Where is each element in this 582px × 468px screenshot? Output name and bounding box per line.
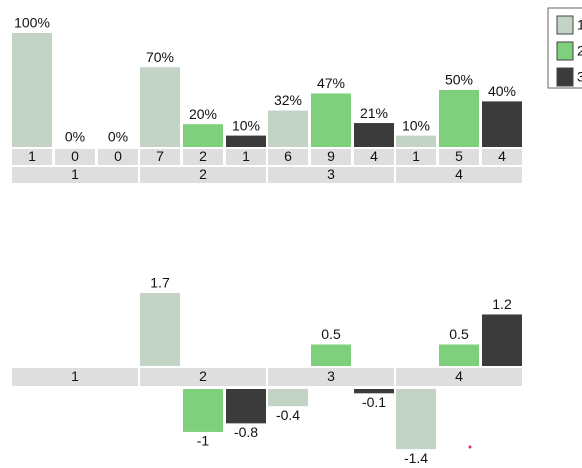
count-label: 0 — [114, 148, 122, 164]
count-label: 7 — [156, 148, 164, 164]
bar — [354, 123, 394, 147]
group-cell — [12, 167, 138, 183]
bar — [12, 33, 52, 147]
group-cell — [268, 368, 394, 386]
value-label: 0% — [108, 129, 128, 145]
value-label: -1.4 — [404, 450, 428, 466]
value-label: 1.2 — [492, 296, 512, 312]
group-cell — [268, 167, 394, 183]
group-label: 3 — [327, 166, 335, 182]
value-label: 20% — [189, 106, 217, 122]
bar — [439, 344, 479, 366]
value-label: -0.4 — [276, 407, 300, 423]
legend-swatch — [556, 41, 574, 61]
bar — [268, 110, 308, 147]
group-label: 3 — [327, 368, 335, 384]
count-label: 1 — [412, 148, 420, 164]
group-cell — [12, 368, 138, 386]
value-label: 0.5 — [321, 326, 341, 342]
count-label: 2 — [199, 148, 207, 164]
count-label: 0 — [71, 148, 79, 164]
legend-swatch — [556, 67, 574, 87]
count-cell — [98, 149, 138, 165]
count-cell — [226, 149, 266, 165]
dot — [468, 445, 472, 449]
group-label: 1 — [71, 166, 79, 182]
count-cell — [354, 149, 394, 165]
value-label: 50% — [445, 72, 473, 88]
count-label: 4 — [498, 148, 506, 164]
bar — [354, 389, 394, 394]
count-cell — [439, 149, 479, 165]
legend-label: 2 — [577, 43, 582, 59]
value-label: -0.8 — [234, 424, 258, 440]
group-label: 2 — [199, 166, 207, 182]
count-label: 5 — [455, 148, 463, 164]
group-cell — [140, 368, 266, 386]
bar — [311, 93, 351, 147]
group-cell — [140, 167, 266, 183]
bar — [140, 293, 180, 366]
bar — [439, 90, 479, 147]
count-label: 6 — [284, 148, 292, 164]
bar — [482, 101, 522, 147]
count-label: 1 — [28, 148, 36, 164]
group-label: 2 — [199, 368, 207, 384]
count-cell — [55, 149, 95, 165]
value-label: 70% — [146, 49, 174, 65]
value-label: -1 — [197, 433, 210, 449]
value-label: 21% — [360, 105, 388, 121]
count-cell — [396, 149, 436, 165]
value-label: 1.7 — [150, 275, 170, 291]
value-label: 10% — [232, 117, 260, 133]
bar — [183, 389, 223, 432]
legend-label: 3 — [577, 69, 582, 85]
group-label: 1 — [71, 368, 79, 384]
value-label: 0% — [65, 129, 85, 145]
count-cell — [140, 149, 180, 165]
value-label: 100% — [14, 15, 50, 31]
value-label: -0.1 — [362, 394, 386, 410]
group-label: 4 — [455, 368, 463, 384]
bar — [268, 389, 308, 407]
bar — [396, 135, 436, 147]
value-label: 0.5 — [449, 326, 469, 342]
count-cell — [183, 149, 223, 165]
value-label: 32% — [274, 92, 302, 108]
count-label: 9 — [327, 148, 335, 164]
count-label: 1 — [242, 148, 250, 164]
bar — [482, 314, 522, 366]
count-cell — [12, 149, 52, 165]
count-cell — [482, 149, 522, 165]
legend-label: 1 — [577, 17, 582, 33]
group-label: 4 — [455, 166, 463, 182]
bar — [226, 135, 266, 147]
count-cell — [311, 149, 351, 165]
bar — [311, 344, 351, 366]
bar — [183, 124, 223, 147]
bar — [140, 67, 180, 147]
bar — [396, 389, 436, 450]
value-label: 10% — [402, 117, 430, 133]
count-label: 4 — [370, 148, 378, 164]
legend-swatch — [556, 15, 574, 35]
value-label: 40% — [488, 83, 516, 99]
count-cell — [268, 149, 308, 165]
group-cell — [396, 167, 522, 183]
value-label: 47% — [317, 75, 345, 91]
bar — [226, 389, 266, 424]
group-cell — [396, 368, 522, 386]
